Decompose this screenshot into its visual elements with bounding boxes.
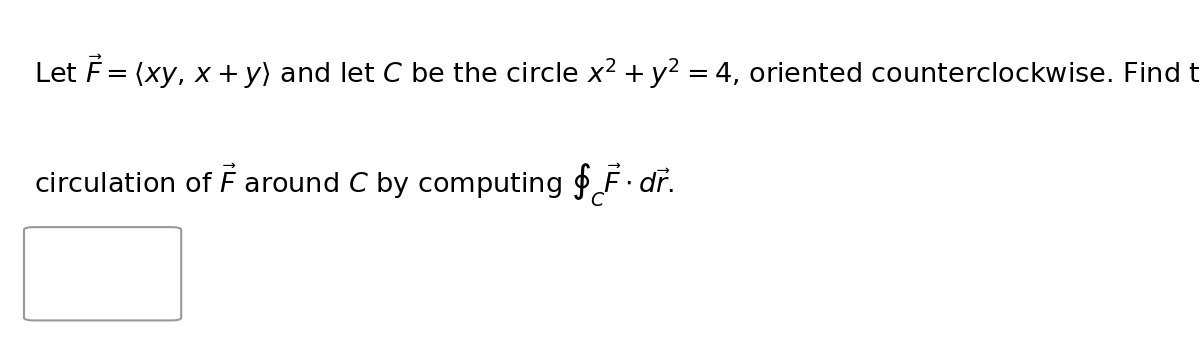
Text: circulation of $\vec{F}$ around $C$ by computing $\oint_C \vec{F} \cdot d\vec{r}: circulation of $\vec{F}$ around $C$ by c… — [34, 161, 674, 208]
Text: Let $\vec{F} = \langle xy,\, x + y\rangle$ and let $C$ be the circle $x^2 + y^2 : Let $\vec{F} = \langle xy,\, x + y\rangl… — [34, 52, 1200, 91]
FancyBboxPatch shape — [24, 227, 181, 320]
